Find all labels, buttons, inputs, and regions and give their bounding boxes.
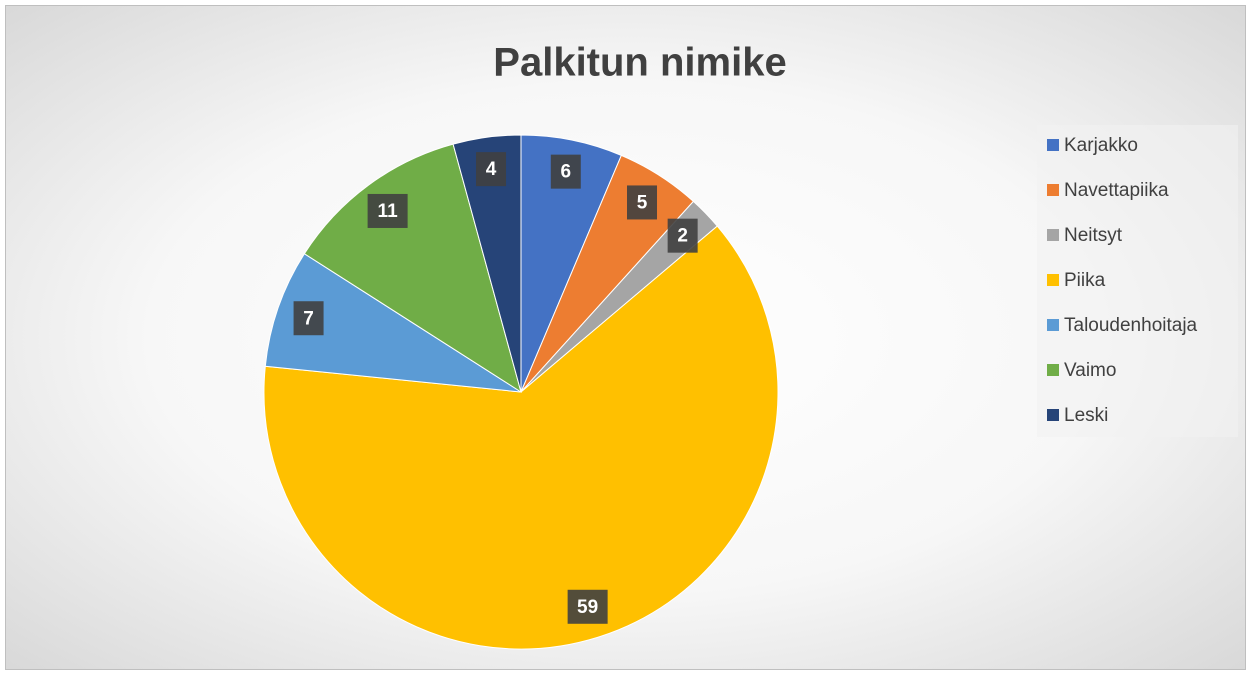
data-label: 2	[677, 226, 688, 247]
legend-swatch	[1047, 229, 1059, 241]
legend-swatch	[1047, 319, 1059, 331]
pie-slice	[264, 253, 522, 393]
legend-label: Leski	[1064, 405, 1108, 426]
legend-label: Vaimo	[1064, 360, 1116, 381]
legend-label: Karjakko	[1064, 135, 1138, 156]
legend-swatch	[1047, 274, 1059, 286]
data-label-box	[550, 154, 581, 189]
data-label-box	[293, 301, 324, 336]
pie-slice	[452, 134, 522, 393]
legend	[1037, 125, 1238, 437]
pie-slice	[303, 143, 522, 394]
data-label: 5	[637, 192, 648, 213]
data-label: 7	[303, 308, 314, 329]
legend-label: Piika	[1064, 270, 1106, 291]
data-label: 6	[561, 162, 572, 183]
data-label-box	[367, 193, 408, 228]
legend-swatch	[1047, 364, 1059, 376]
legend-swatch	[1047, 184, 1059, 196]
legend-label: Taloudenhoitaja	[1064, 315, 1198, 336]
data-label-box	[627, 185, 658, 220]
data-label: 4	[486, 159, 497, 180]
data-label: 11	[378, 201, 399, 222]
data-label-box	[476, 152, 507, 187]
legend-label: Neitsyt	[1064, 225, 1123, 246]
legend-swatch	[1047, 139, 1059, 151]
data-label: 59	[577, 597, 598, 618]
chart-title: Palkitun nimike	[493, 41, 786, 85]
legend-swatch	[1047, 409, 1059, 421]
pie-slice	[263, 225, 779, 650]
data-label-box	[567, 589, 608, 624]
data-label-box	[667, 218, 698, 253]
legend-label: Navettapiika	[1064, 180, 1169, 201]
